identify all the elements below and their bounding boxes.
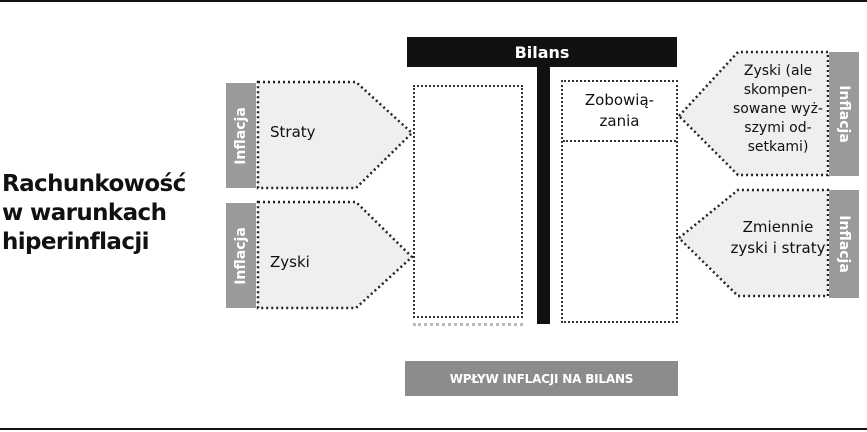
right-inflation-tab-2: Inflacja xyxy=(829,190,859,298)
right-arrow-gains-offset xyxy=(677,50,830,177)
assets-box xyxy=(413,85,523,318)
right-inflation-tab-1-text: Inflacja xyxy=(836,85,853,143)
liabilities-box: Zobowią-zania xyxy=(561,80,678,323)
label-variable-gains-losses: Zmiennie zyski i straty xyxy=(730,218,826,257)
left-inflation-tab-2-text: Inflacja xyxy=(233,226,250,285)
liabilities-label-text: Zobowią-zania xyxy=(584,91,655,130)
left-arrow-gains xyxy=(256,200,414,310)
right-arrow-variable xyxy=(677,188,830,298)
left-inflation-tab-2: Inflacja xyxy=(226,203,256,308)
top-rule xyxy=(0,0,867,2)
bottom-rule xyxy=(0,428,867,430)
left-arrow-losses xyxy=(256,80,414,190)
footer-caption: WPŁYW INFLACJI NA BILANS xyxy=(405,361,678,396)
assets-box-shadow-dots xyxy=(413,318,523,326)
right-inflation-tab-1: Inflacja xyxy=(829,52,859,176)
right-inflation-tab-2-text: Inflacja xyxy=(836,215,853,273)
label-gains-offset: Zyski (ale skompen-sowane wyż-szymi od-s… xyxy=(733,63,823,155)
page-title: Rachunkowość w warunkach hiperinflacji xyxy=(2,171,186,255)
bilans-center-bar xyxy=(537,67,550,324)
bilans-header: Bilans xyxy=(407,37,677,67)
liabilities-label: Zobowią-zania xyxy=(563,82,676,142)
left-inflation-tab-1: Inflacja xyxy=(226,83,256,188)
label-losses: Straty xyxy=(270,123,316,141)
label-gains: Zyski xyxy=(270,253,310,271)
left-inflation-tab-1-text: Inflacja xyxy=(233,106,250,165)
